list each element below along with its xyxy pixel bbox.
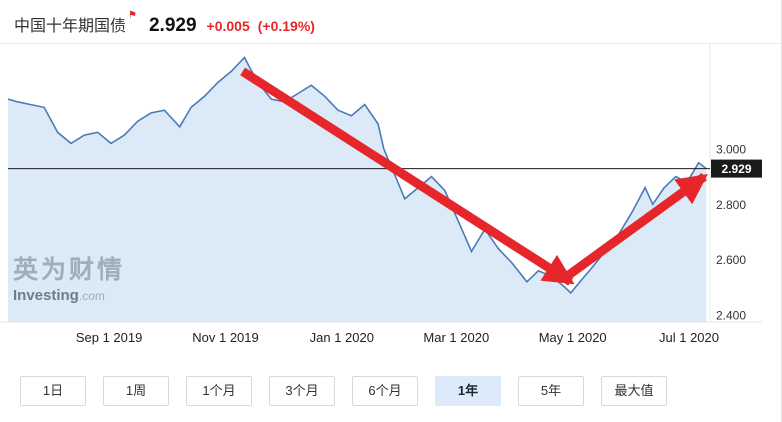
- quote-header: 中国十年期国债 ⚑ 2.929 +0.005 (+0.19%): [0, 0, 781, 37]
- trend-arrow: [560, 172, 708, 283]
- range-button-5y[interactable]: 5年: [518, 376, 584, 406]
- x-axis-label: Nov 1 2019: [192, 330, 259, 345]
- price-area-fill: [8, 57, 707, 322]
- range-button-1d[interactable]: 1日: [20, 376, 86, 406]
- y-axis-label: 2.800: [716, 198, 746, 212]
- flag-icon: ⚑: [128, 10, 137, 21]
- current-price-badge: [711, 159, 762, 178]
- range-toolbar: 1日 1周 1个月 3个月 6个月 1年 5年 最大值: [20, 376, 781, 406]
- y-axis-label: 2.400: [716, 309, 746, 323]
- last-price: 2.929: [148, 15, 197, 36]
- y-axis-label: 2.600: [716, 253, 746, 267]
- range-button-max[interactable]: 最大值: [601, 376, 667, 406]
- range-button-1m[interactable]: 1个月: [186, 376, 252, 406]
- price-change: +0.005: [206, 18, 250, 34]
- range-button-6m[interactable]: 6个月: [352, 376, 418, 406]
- x-axis-label: Mar 1 2020: [423, 330, 489, 345]
- chart-area: Sep 1 2019 Nov 1 2019 Jan 1 2020 Mar 1 2020…: [0, 43, 781, 352]
- range-button-3m[interactable]: 3个月: [269, 376, 335, 406]
- instrument-title: 中国十年期国债: [14, 18, 127, 35]
- trend-arrow: [240, 67, 575, 286]
- price-chart[interactable]: Sep 1 2019 Nov 1 2019 Jan 1 2020 Mar 1 2020…: [0, 44, 782, 352]
- x-axis-label: May 1 2020: [539, 330, 607, 345]
- x-axis-label: Jul 1 2020: [659, 330, 719, 345]
- price-change-percent: (+0.19%): [257, 18, 315, 34]
- range-button-1y[interactable]: 1年: [435, 376, 501, 406]
- x-axis-label: Sep 1 2019: [76, 330, 143, 345]
- current-price-badge-label: 2.929: [721, 162, 751, 176]
- range-button-1w[interactable]: 1周: [103, 376, 169, 406]
- x-axis-label: Jan 1 2020: [310, 330, 374, 345]
- y-axis-label: 3.000: [716, 142, 746, 156]
